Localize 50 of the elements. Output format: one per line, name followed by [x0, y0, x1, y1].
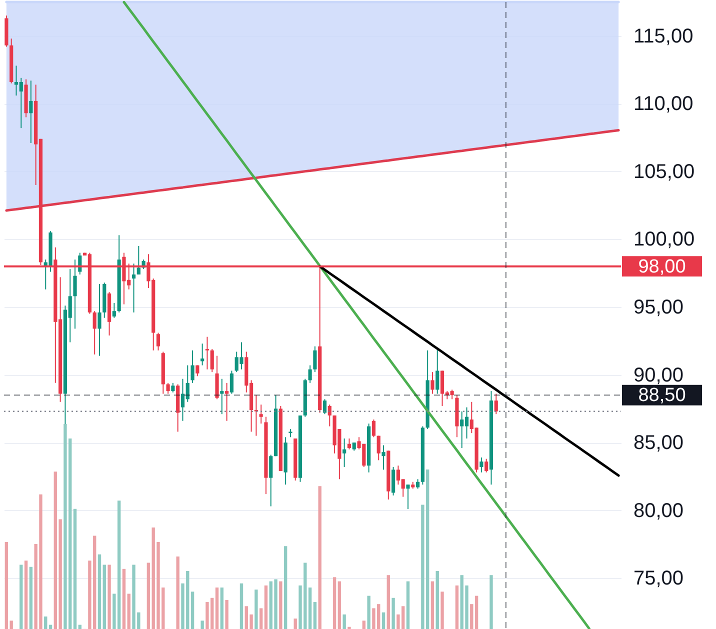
- candlestick: [372, 419, 376, 438]
- candlestick: [328, 404, 332, 427]
- candlestick: [392, 466, 396, 496]
- candlestick: [382, 444, 386, 470]
- candlestick: [269, 454, 273, 507]
- candlestick: [254, 394, 258, 436]
- candlestick: [416, 478, 420, 490]
- candlestick: [190, 350, 194, 384]
- candlestick: [494, 393, 498, 415]
- candlestick: [436, 348, 440, 394]
- y-tick-label: 75,00: [634, 568, 684, 590]
- candlestick: [220, 378, 224, 415]
- candlestick: [98, 283, 102, 356]
- candlestick: [376, 435, 380, 461]
- candlestick: [406, 484, 410, 510]
- y-tick-label: 95,00: [634, 296, 684, 319]
- y-tick-label: 80,00: [634, 500, 684, 522]
- candlestick: [166, 382, 170, 394]
- line-series: [122, 0, 590, 629]
- candlestick: [322, 398, 327, 415]
- candlestick: [156, 332, 160, 351]
- candlestick: [210, 348, 214, 373]
- candlestick: [171, 382, 175, 393]
- candlestick: [313, 346, 317, 373]
- line-series: [318, 265, 620, 477]
- candlestick: [112, 302, 116, 318]
- candlestick: [484, 458, 488, 473]
- candlestick: [347, 438, 352, 450]
- candlestick: [136, 246, 140, 275]
- candlestick: [308, 364, 312, 384]
- y-tick-label: 115,00: [634, 25, 694, 48]
- candlestick: [225, 382, 229, 422]
- candlestick: [132, 263, 136, 313]
- y-tick-label: 100,00: [634, 228, 695, 251]
- y-tick-label: 105,00: [634, 160, 695, 183]
- candlestick: [480, 456, 484, 473]
- candlestick: [29, 80, 33, 144]
- y-tick-label: 110,00: [634, 93, 694, 116]
- candlestick: [92, 310, 96, 355]
- ref-line-label: 88,50: [638, 385, 686, 406]
- y-tick-label: 85,00: [634, 432, 684, 454]
- candlestick: [73, 259, 77, 330]
- y-tick-label: 90,00: [634, 364, 684, 386]
- candlestick: [342, 438, 346, 468]
- candlestick: [205, 336, 210, 370]
- candlestick: [259, 404, 263, 424]
- candlestick: [230, 370, 234, 394]
- candlestick: [200, 343, 204, 366]
- ref-line-label: 98,00: [638, 256, 686, 278]
- candlestick: [430, 372, 434, 394]
